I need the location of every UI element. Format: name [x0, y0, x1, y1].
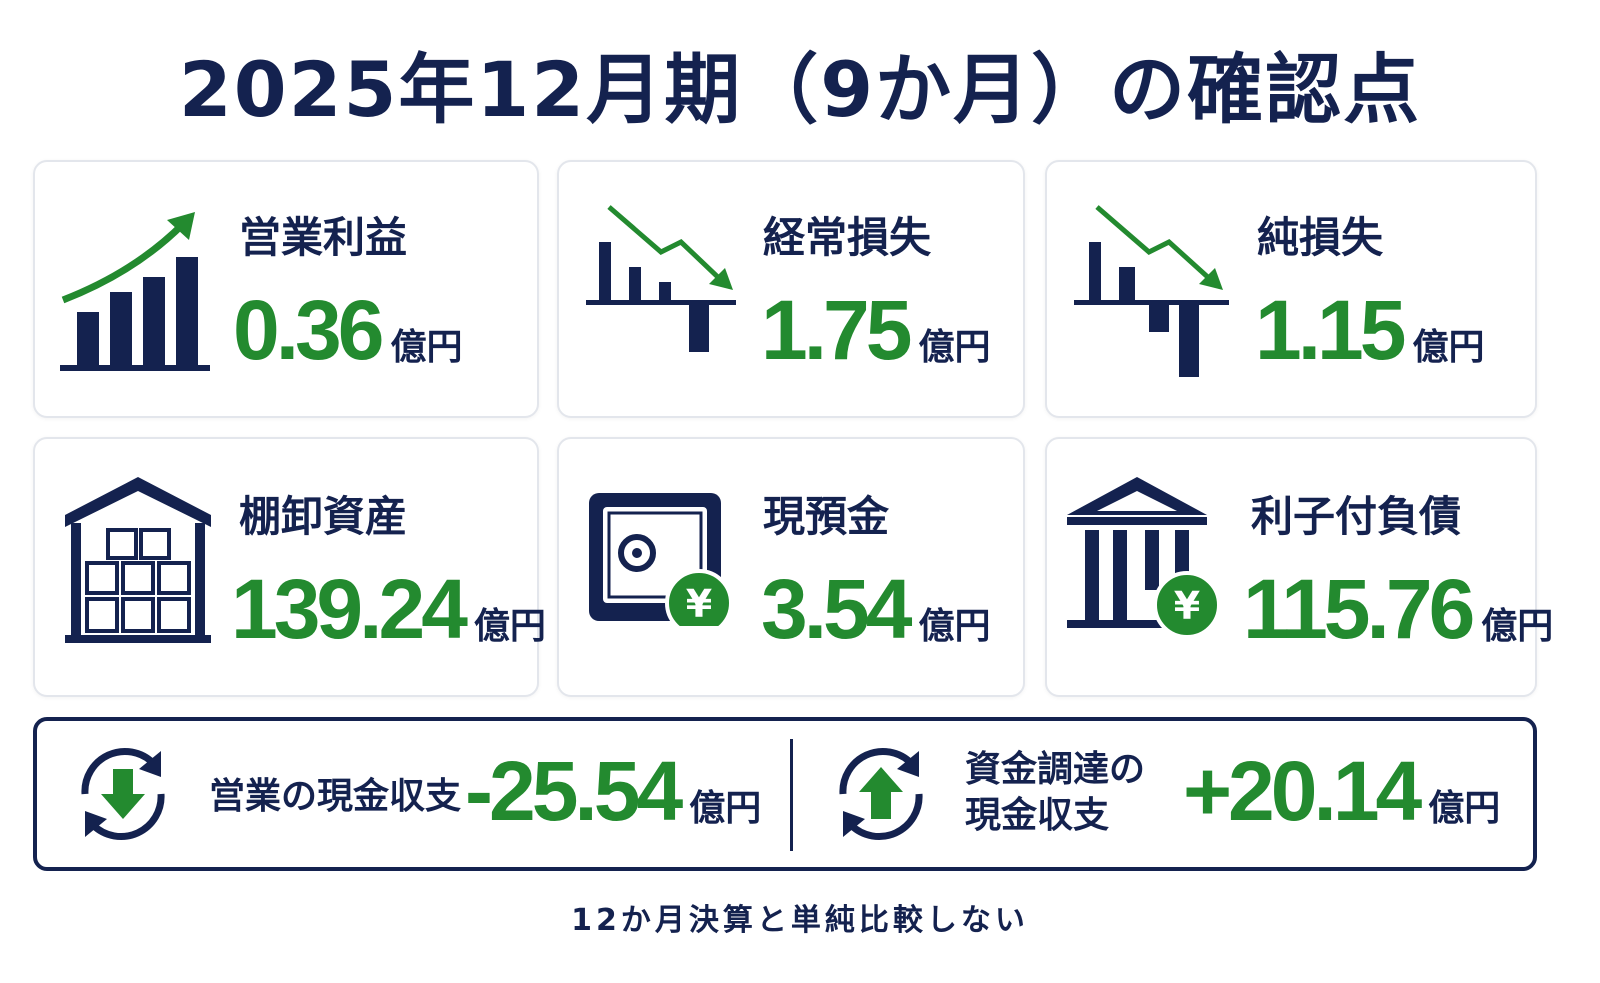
card-value: 115.76 億円 [1243, 561, 1553, 658]
svg-text:¥: ¥ [686, 582, 712, 626]
cash-flow-label: 資金調達の 現金収支 [965, 747, 1145, 839]
cash-flow-panel: 営業の現金収支 -25.54 億円 資金調達の 現金収支 +20.14 億円 [33, 717, 1537, 871]
card-label: 棚卸資産 [239, 492, 408, 541]
divider [790, 739, 793, 851]
icon [60, 212, 210, 371]
icon [1074, 205, 1229, 377]
icon: ¥ [1067, 477, 1221, 639]
title: 2025年12月期（9か月）の確認点 [178, 45, 1422, 134]
cash-flow-label: 営業の現金収支 [209, 776, 462, 817]
value: 0.36 [233, 283, 384, 377]
value: -25.54 [465, 744, 683, 838]
label-line: 資金調達の [965, 749, 1146, 790]
unit: 億円 [1481, 606, 1554, 647]
unit: 億円 [473, 606, 546, 647]
icon [81, 747, 165, 841]
card: 経常損失 1.75 億円 [557, 160, 1025, 418]
unit: 億円 [689, 788, 762, 829]
icon: ¥ [589, 493, 733, 626]
card-value: 3.54 億円 [761, 561, 991, 658]
unit: 億円 [1428, 788, 1501, 829]
card: 純損失 1.15 億円 [1045, 160, 1537, 418]
footnote: 12か月決算と単純比較しない [571, 903, 1029, 938]
svg-text:¥: ¥ [1174, 584, 1200, 628]
card-value: 1.15 億円 [1255, 282, 1485, 379]
unit: 億円 [918, 327, 991, 368]
icon [839, 747, 923, 841]
label-line: 現金収支 [965, 795, 1110, 836]
unit: 億円 [918, 606, 991, 647]
card-value: 0.36 億円 [233, 282, 463, 379]
cash-flow-value: -25.54 億円 [465, 743, 761, 840]
card-label: 現預金 [763, 492, 890, 541]
card: 営業利益 0.36 億円 [33, 160, 539, 418]
value: 1.75 [761, 283, 912, 377]
card: 棚卸資産 139.24 億円 [33, 437, 546, 697]
card-label: 経常損失 [763, 213, 932, 262]
icon [65, 477, 211, 643]
value: 1.15 [1255, 283, 1406, 377]
card: ¥ 現預金 3.54 億円 [557, 437, 1025, 697]
unit: 億円 [1412, 327, 1485, 368]
card-label: 純損失 [1257, 213, 1384, 262]
card-value: 139.24 億円 [231, 561, 546, 658]
value: +20.14 [1183, 744, 1422, 838]
value: 115.76 [1243, 562, 1475, 656]
value: 139.24 [231, 562, 468, 656]
card: ¥ 利子付負債 115.76 億円 [1045, 437, 1553, 697]
card-value: 1.75 億円 [761, 282, 991, 379]
icon [586, 205, 736, 352]
value: 3.54 [761, 562, 912, 656]
unit: 億円 [390, 327, 463, 368]
cash-flow-value: +20.14 億円 [1183, 743, 1500, 840]
card-label: 営業利益 [239, 213, 408, 262]
card-label: 利子付負債 [1251, 492, 1462, 541]
